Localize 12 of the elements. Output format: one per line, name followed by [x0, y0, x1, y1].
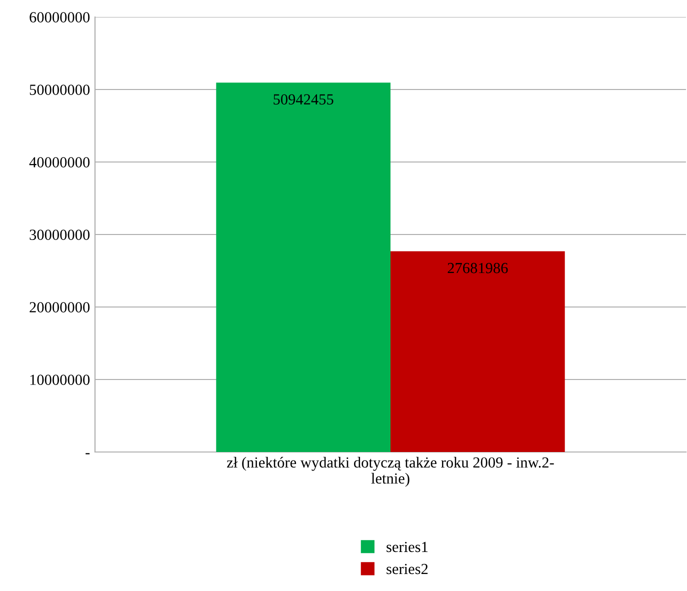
y-tick-label: 60000000: [30, 12, 90, 22]
y-tick-label: 40000000: [29, 157, 90, 168]
y-tick-label: 10000000: [30, 374, 90, 385]
y-tick-label: 50000000: [30, 84, 90, 95]
x-tick-label: zł (niektóre wydatki dotyczą także roku 2009 - inw.2- letnie): [227, 456, 554, 487]
y-tick-label: 30000000: [30, 230, 90, 240]
y-tick-label: 20000000: [30, 302, 90, 312]
y-tick-label: -: [86, 453, 90, 454]
data-label: 27681986: [448, 262, 508, 274]
data-label: 50942455: [274, 94, 334, 105]
legend-label: series1: [386, 542, 428, 552]
legend-label: series2: [386, 564, 428, 574]
